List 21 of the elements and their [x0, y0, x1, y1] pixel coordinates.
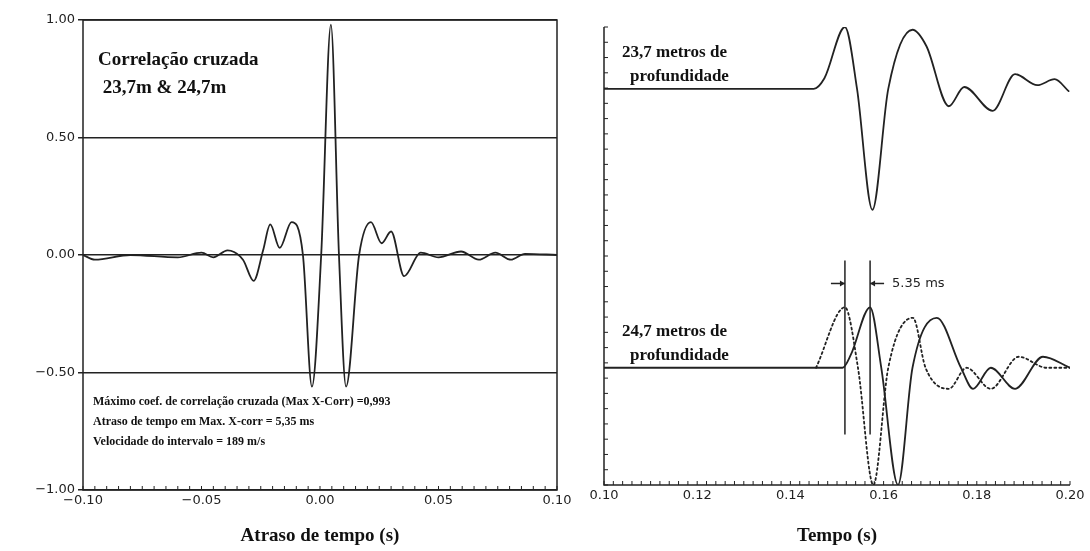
- x-axis-title: Tempo (s): [796, 523, 878, 546]
- x-tick-label: −0.05: [181, 492, 222, 508]
- x-axis-title: Atraso de tempo (s): [240, 523, 400, 546]
- y-tick-label: 0.00: [46, 246, 75, 262]
- y-tick-label: 0.50: [46, 128, 75, 144]
- ref-line-label: 5.35 ms: [892, 274, 945, 290]
- legend-label: 24,7 metros de profundidade: [622, 320, 730, 364]
- annotation: Máximo coef. de correlação cruzada (Max X-Corr) =0,993 Atraso de tempo em Max. X-corr = 5,35 ms Velocidade do intervalo = 189 m/s: [93, 394, 391, 448]
- legend-label: 23,7 metros de profundidade: [622, 41, 730, 85]
- x-tick-label: 0.18: [962, 487, 992, 503]
- x-tick-label: 0.05: [424, 492, 453, 508]
- annotation: Correlação cruzada 23,7m & 24,7m: [98, 48, 260, 97]
- x-tick-label: 0.14: [775, 487, 805, 503]
- x-tick-label: 0.10: [542, 492, 572, 508]
- y-tick-label: −0.50: [35, 363, 75, 379]
- y-tick-label: 1.00: [46, 11, 75, 27]
- x-tick-label: 0.10: [589, 487, 619, 503]
- x-tick-label: 0.00: [305, 492, 335, 508]
- x-tick-label: 0.16: [869, 487, 899, 503]
- x-tick-label: 0.12: [682, 487, 712, 503]
- x-tick-label: 0.20: [1055, 487, 1085, 503]
